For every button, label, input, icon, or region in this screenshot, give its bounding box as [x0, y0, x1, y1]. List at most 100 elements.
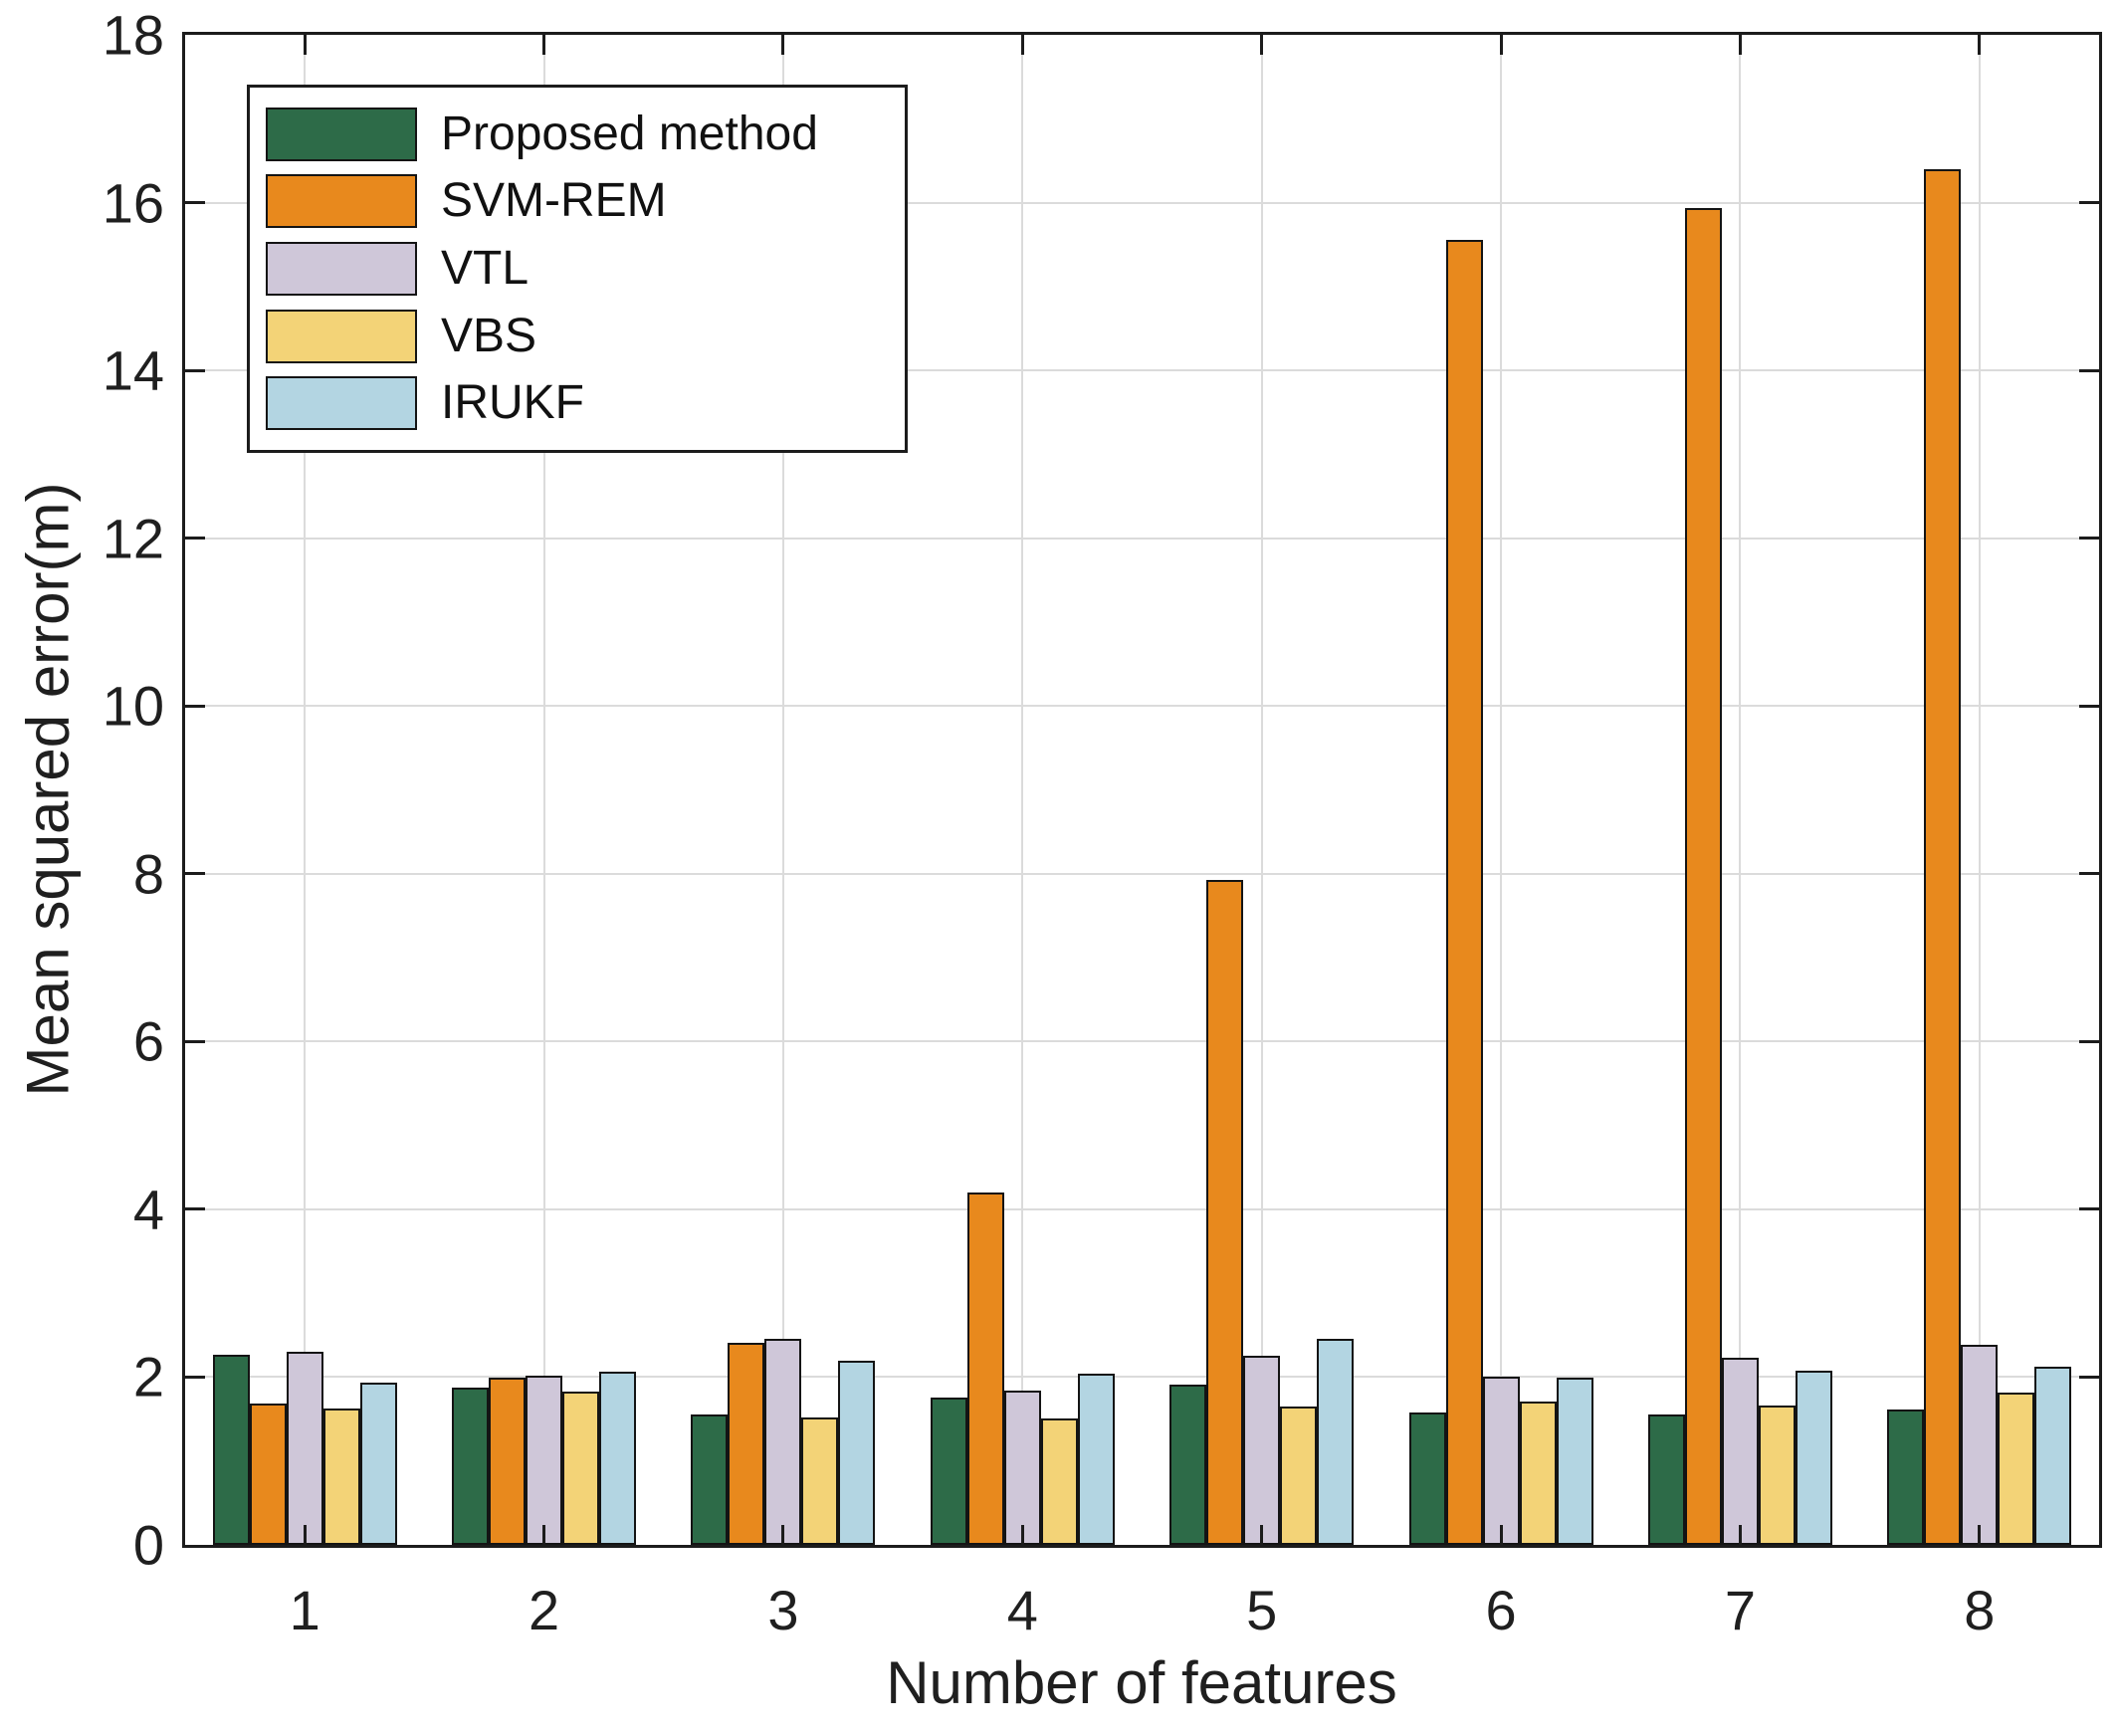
gridline-horizontal	[185, 537, 2099, 540]
gridline-horizontal	[185, 705, 2099, 708]
y-tick-mark-right	[2079, 201, 2099, 205]
bar	[2034, 1367, 2072, 1545]
gridline-horizontal	[185, 1207, 2099, 1210]
legend-item: SVM-REM	[266, 174, 905, 229]
bar	[691, 1414, 729, 1545]
bar	[764, 1338, 802, 1545]
legend: Proposed method SVM-REM VTL VBS IRUKF	[247, 85, 908, 453]
y-tick-mark-right	[2079, 537, 2099, 541]
y-tick-mark-left	[185, 201, 205, 205]
x-tick-mark-top	[542, 35, 546, 55]
y-tick-mark-right	[2079, 704, 2099, 708]
x-axis-title: Number of features	[886, 1649, 1397, 1716]
bar	[1758, 1406, 1796, 1545]
bar	[1961, 1345, 1999, 1545]
x-tick-mark-bottom	[1738, 1525, 1742, 1545]
bar	[1684, 208, 1722, 1545]
bar	[1998, 1393, 2035, 1545]
bar	[1482, 1377, 1520, 1545]
x-tick-label: 8	[1964, 1579, 1996, 1641]
bar	[322, 1409, 360, 1545]
bar	[1077, 1374, 1115, 1545]
y-tick-label: 0	[132, 1513, 164, 1577]
bar	[526, 1375, 563, 1545]
gridline-horizontal	[185, 1040, 2099, 1043]
gridline-vertical	[304, 35, 307, 1545]
legend-item: VTL	[266, 241, 905, 296]
gridline-vertical	[1739, 35, 1742, 1545]
y-tick-mark-left	[185, 872, 205, 876]
gridline-horizontal	[185, 201, 2099, 204]
bar	[838, 1360, 876, 1545]
x-tick-mark-top	[303, 35, 307, 55]
bar	[452, 1387, 490, 1545]
x-tick-label: 2	[528, 1579, 560, 1641]
y-tick-mark-right	[2079, 1207, 2099, 1211]
y-tick-mark-left	[185, 704, 205, 708]
y-tick-label: 16	[102, 171, 164, 235]
legend-color-swatch	[266, 241, 417, 296]
x-tick-label: 4	[1006, 1579, 1038, 1641]
y-tick-mark-left	[185, 368, 205, 372]
y-tick-mark-left	[185, 537, 205, 541]
bar	[1169, 1385, 1207, 1545]
legend-item: VBS	[266, 309, 905, 363]
bar	[1317, 1338, 1355, 1545]
y-tick-mark-right	[2079, 368, 2099, 372]
legend-color-swatch	[266, 107, 417, 161]
gridline-horizontal	[185, 1376, 2099, 1379]
bar	[489, 1378, 527, 1545]
bar	[930, 1397, 967, 1545]
y-tick-label: 14	[102, 338, 164, 402]
bar	[1721, 1358, 1759, 1545]
x-tick-label: 7	[1724, 1579, 1757, 1641]
gridline-horizontal	[185, 872, 2099, 875]
y-axis-title: Mean squared error(m)	[14, 482, 82, 1097]
y-tick-label: 8	[132, 842, 164, 906]
y-tick-label: 10	[102, 674, 164, 738]
legend-label: SVM-REM	[441, 174, 667, 228]
x-tick-label: 5	[1246, 1579, 1278, 1641]
y-tick-mark-right	[2079, 1375, 2099, 1379]
legend-item: IRUKF	[266, 376, 905, 431]
legend-label: VBS	[441, 309, 537, 362]
x-tick-mark-bottom	[1260, 1525, 1264, 1545]
legend-item: Proposed method	[266, 107, 905, 161]
x-tick-mark-bottom	[1978, 1525, 1982, 1545]
bar	[801, 1416, 839, 1545]
bar	[1280, 1406, 1318, 1545]
gridline-horizontal	[185, 369, 2099, 372]
x-tick-mark-bottom	[1020, 1525, 1024, 1545]
gridline-vertical	[781, 35, 784, 1545]
x-tick-label: 1	[289, 1579, 320, 1641]
legend-label: VTL	[441, 241, 529, 295]
x-tick-mark-bottom	[781, 1525, 785, 1545]
y-tick-mark-right	[2079, 1039, 2099, 1043]
bar	[286, 1352, 323, 1545]
bar	[1924, 168, 1962, 1545]
y-tick-mark-right	[2079, 872, 2099, 876]
bar	[1243, 1356, 1281, 1545]
bar	[249, 1404, 287, 1545]
x-tick-mark-top	[1978, 35, 1982, 55]
y-tick-label: 6	[132, 1009, 164, 1073]
x-tick-mark-top	[1499, 35, 1503, 55]
bar	[1445, 240, 1483, 1545]
bar	[1556, 1378, 1593, 1545]
legend-color-swatch	[266, 174, 417, 229]
y-tick-mark-left	[185, 1207, 205, 1211]
bar	[212, 1354, 250, 1545]
x-tick-mark-bottom	[1499, 1525, 1503, 1545]
gridline-vertical	[542, 35, 545, 1545]
y-tick-mark-left	[185, 1375, 205, 1379]
legend-color-swatch	[266, 309, 417, 363]
bar	[1003, 1390, 1041, 1545]
gridline-vertical	[1978, 35, 1981, 1545]
y-tick-label: 2	[132, 1345, 164, 1409]
gridline-vertical	[1500, 35, 1503, 1545]
x-tick-mark-top	[1260, 35, 1264, 55]
y-tick-label: 4	[132, 1178, 164, 1241]
x-tick-mark-top	[1738, 35, 1742, 55]
bar	[966, 1193, 1004, 1545]
